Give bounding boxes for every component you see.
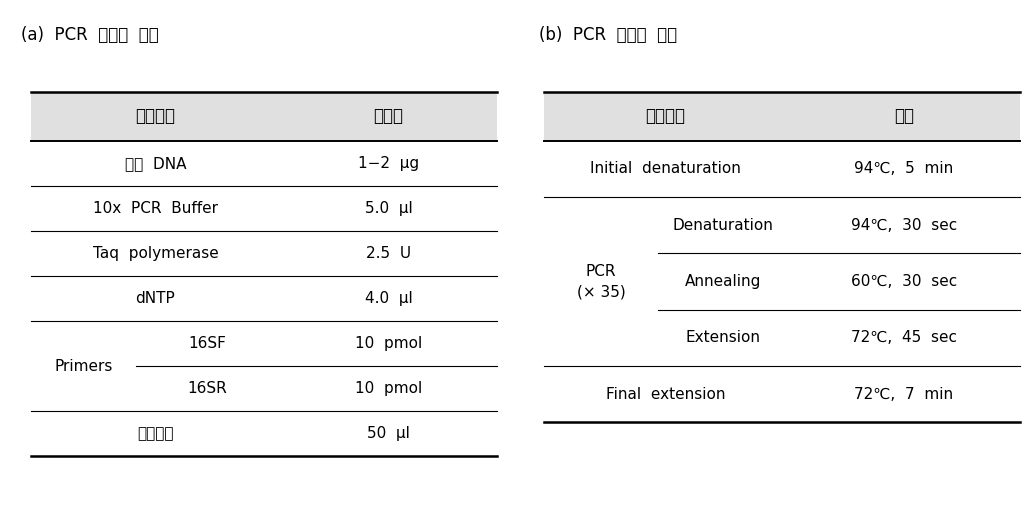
Text: 50  μl: 50 μl xyxy=(367,426,410,441)
Text: 16SR: 16SR xyxy=(188,381,228,396)
Bar xyxy=(31,92,497,141)
Text: Annealing: Annealing xyxy=(685,274,760,289)
Text: 72℃,  7  min: 72℃, 7 min xyxy=(855,387,953,402)
Text: (b)  PCR  반응액  조건: (b) PCR 반응액 조건 xyxy=(539,26,677,44)
Text: 반응물질: 반응물질 xyxy=(136,108,175,125)
Text: 10x  PCR  Buffer: 10x PCR Buffer xyxy=(93,201,218,216)
Text: 1−2  μg: 1−2 μg xyxy=(357,156,420,171)
Text: Denaturation: Denaturation xyxy=(672,218,773,233)
Text: 최종부피: 최종부피 xyxy=(137,426,174,441)
Text: Taq  polymerase: Taq polymerase xyxy=(92,246,219,261)
Text: 2.5  U: 2.5 U xyxy=(366,246,411,261)
Text: 10  pmol: 10 pmol xyxy=(355,381,422,396)
Text: 94℃,  30  sec: 94℃, 30 sec xyxy=(851,218,957,233)
Text: (a)  PCR  반응액  조성: (a) PCR 반응액 조성 xyxy=(21,26,159,44)
Text: 반응단계: 반응단계 xyxy=(645,108,686,125)
Text: Initial  denaturation: Initial denaturation xyxy=(591,161,741,177)
Text: Primers: Primers xyxy=(54,358,113,374)
Text: 94℃,  5  min: 94℃, 5 min xyxy=(855,161,953,177)
Text: 16SF: 16SF xyxy=(189,336,227,351)
Text: 주형  DNA: 주형 DNA xyxy=(124,156,186,171)
Text: PCR
(× 35): PCR (× 35) xyxy=(576,264,626,300)
Text: 5.0  μl: 5.0 μl xyxy=(365,201,412,216)
Text: 72℃,  45  sec: 72℃, 45 sec xyxy=(851,330,957,346)
Text: Final  extension: Final extension xyxy=(606,387,725,402)
Text: 60℃,  30  sec: 60℃, 30 sec xyxy=(851,274,957,289)
Text: 조건: 조건 xyxy=(894,108,914,125)
Text: dNTP: dNTP xyxy=(136,291,175,306)
Text: 4.0  μl: 4.0 μl xyxy=(365,291,412,306)
Bar xyxy=(544,92,1020,141)
Text: Extension: Extension xyxy=(685,330,760,346)
Text: 10  pmol: 10 pmol xyxy=(355,336,422,351)
Text: 첨가량: 첨가량 xyxy=(374,108,403,125)
